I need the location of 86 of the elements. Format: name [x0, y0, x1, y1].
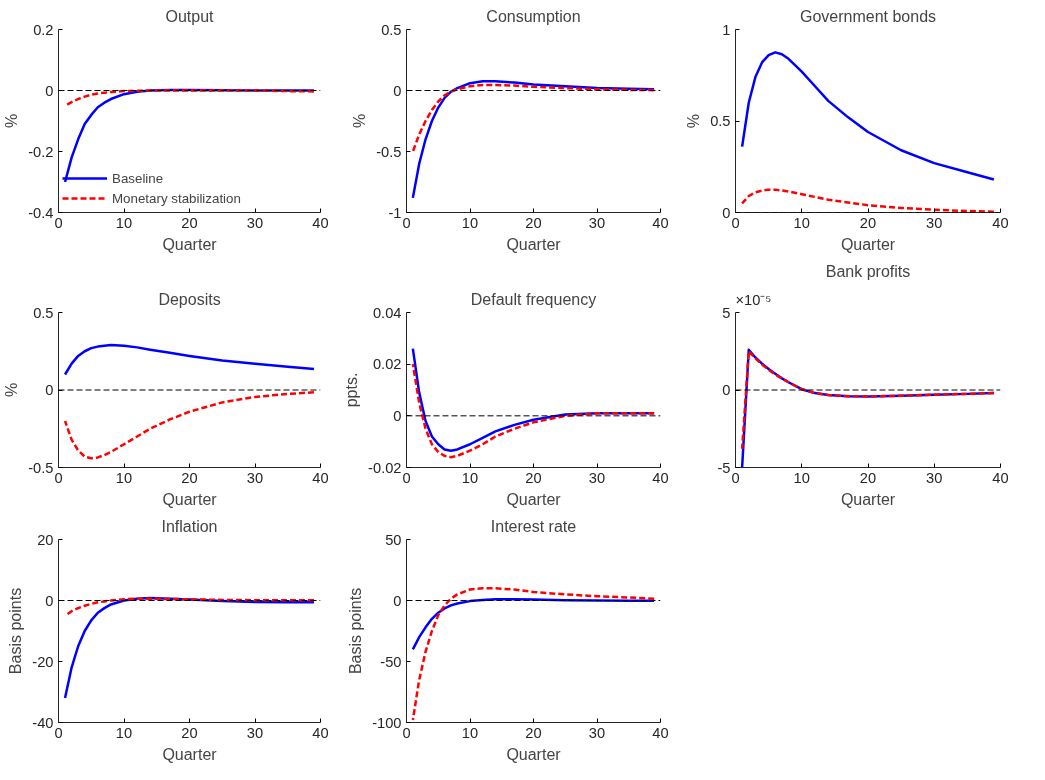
y-tick-label: -5: [717, 459, 731, 476]
y-tick-label: -100: [372, 714, 402, 731]
chart-title: Government bonds: [799, 7, 937, 25]
x-tick-label: 30: [246, 214, 264, 231]
chart-title: Inflation: [161, 517, 218, 535]
y-tick-label: 0.5: [710, 113, 731, 129]
x-tick-label: 20: [859, 469, 877, 486]
y-tick-label: 5: [722, 304, 731, 321]
chart-title: Consumption: [486, 7, 581, 25]
x-tick-label: 40: [652, 724, 669, 741]
x-tick-label: 40: [652, 469, 669, 486]
y-tick-label: 0.04: [372, 304, 402, 321]
y-axis-title: Basis points: [7, 587, 25, 675]
legend-label: Baseline: [112, 170, 164, 186]
x-tick-label: 10: [115, 214, 133, 231]
text: ×10⁻⁵: [735, 291, 772, 308]
x-tick-label: 10: [115, 724, 133, 741]
y-tick-label: -50: [380, 653, 402, 670]
y-tick-label: -1: [388, 204, 402, 221]
y-axis-title: %: [685, 113, 703, 129]
legend-label: Monetary stabilization: [112, 190, 241, 206]
chart-title: Default frequency: [470, 290, 597, 308]
x-tick-label: 10: [793, 469, 810, 486]
y-tick-label: 0: [393, 407, 402, 424]
x-axis-title: Quarter: [840, 235, 896, 253]
x-tick-label: 10: [793, 214, 810, 231]
y-tick-label: -0.5: [376, 143, 402, 160]
y-tick-label: 0: [45, 382, 54, 398]
y-tick-label: 1: [722, 21, 731, 38]
x-axis-title: Quarter: [840, 490, 896, 508]
y-tick-label: 50: [385, 531, 402, 548]
y-tick-label: -0.02: [368, 459, 402, 476]
chart-title: Interest rate: [490, 517, 577, 535]
x-tick-label: 30: [588, 214, 606, 231]
x-tick-label: 40: [992, 469, 1009, 486]
y-tick-label: -0.2: [28, 143, 54, 160]
x-tick-label: 30: [246, 469, 264, 486]
x-tick-label: 20: [525, 469, 542, 486]
y-axis-title: Basis points: [347, 587, 365, 675]
x-axis-title: Quarter: [162, 235, 218, 253]
x-axis-title: Quarter: [162, 490, 218, 508]
y-axis-title: %: [351, 113, 369, 129]
x-tick-label: 40: [312, 724, 329, 741]
x-tick-label: 40: [992, 214, 1009, 231]
x-tick-label: 20: [181, 214, 198, 231]
x-tick-label: 30: [246, 724, 264, 741]
y-tick-label: 20: [37, 531, 54, 548]
x-tick-label: 10: [115, 469, 133, 486]
y-tick-label: 0: [45, 592, 54, 609]
x-tick-label: 30: [926, 469, 943, 486]
y-tick-label: 0: [722, 382, 731, 398]
y-tick-label: 0.2: [33, 21, 54, 38]
y-tick-label: -0.4: [28, 204, 54, 221]
x-axis-title: Quarter: [506, 745, 562, 763]
y-tick-label: -20: [32, 653, 54, 670]
y-tick-label: 0.02: [372, 356, 402, 373]
x-tick-label: 10: [461, 214, 479, 231]
y-tick-label: 0: [393, 592, 402, 609]
y-axis-title: ppts.: [343, 372, 361, 408]
x-axis-title: Quarter: [162, 745, 218, 763]
x-tick-label: 20: [181, 724, 198, 741]
x-tick-label: 30: [588, 469, 606, 486]
x-tick-label: 30: [588, 724, 606, 741]
x-tick-label: 20: [525, 724, 542, 741]
chart-title: Output: [165, 7, 215, 25]
chart-title: Deposits: [158, 290, 221, 308]
y-axis-title: %: [3, 113, 21, 129]
x-tick-label: 20: [525, 214, 542, 231]
x-tick-label: 10: [461, 724, 479, 741]
x-tick-label: 40: [652, 214, 669, 231]
x-axis-title: Quarter: [506, 490, 562, 508]
x-tick-label: 20: [181, 469, 198, 486]
y-axis-title: %: [3, 382, 21, 398]
y-tick-label: -40: [32, 714, 54, 731]
y-tick-label: 0: [393, 82, 402, 99]
chart-title: Bank profits: [825, 262, 911, 280]
y-tick-label: -0.5: [28, 459, 54, 476]
x-tick-label: 20: [859, 214, 877, 231]
y-tick-label: 0.5: [381, 21, 402, 38]
x-tick-label: 30: [926, 214, 943, 231]
x-axis-title: Quarter: [506, 235, 562, 253]
x-tick-label: 40: [312, 469, 329, 486]
y-tick-label: 0: [45, 82, 54, 99]
x-tick-label: 40: [312, 214, 329, 231]
y-tick-label: 0.5: [33, 304, 54, 321]
x-tick-label: 10: [461, 469, 479, 486]
